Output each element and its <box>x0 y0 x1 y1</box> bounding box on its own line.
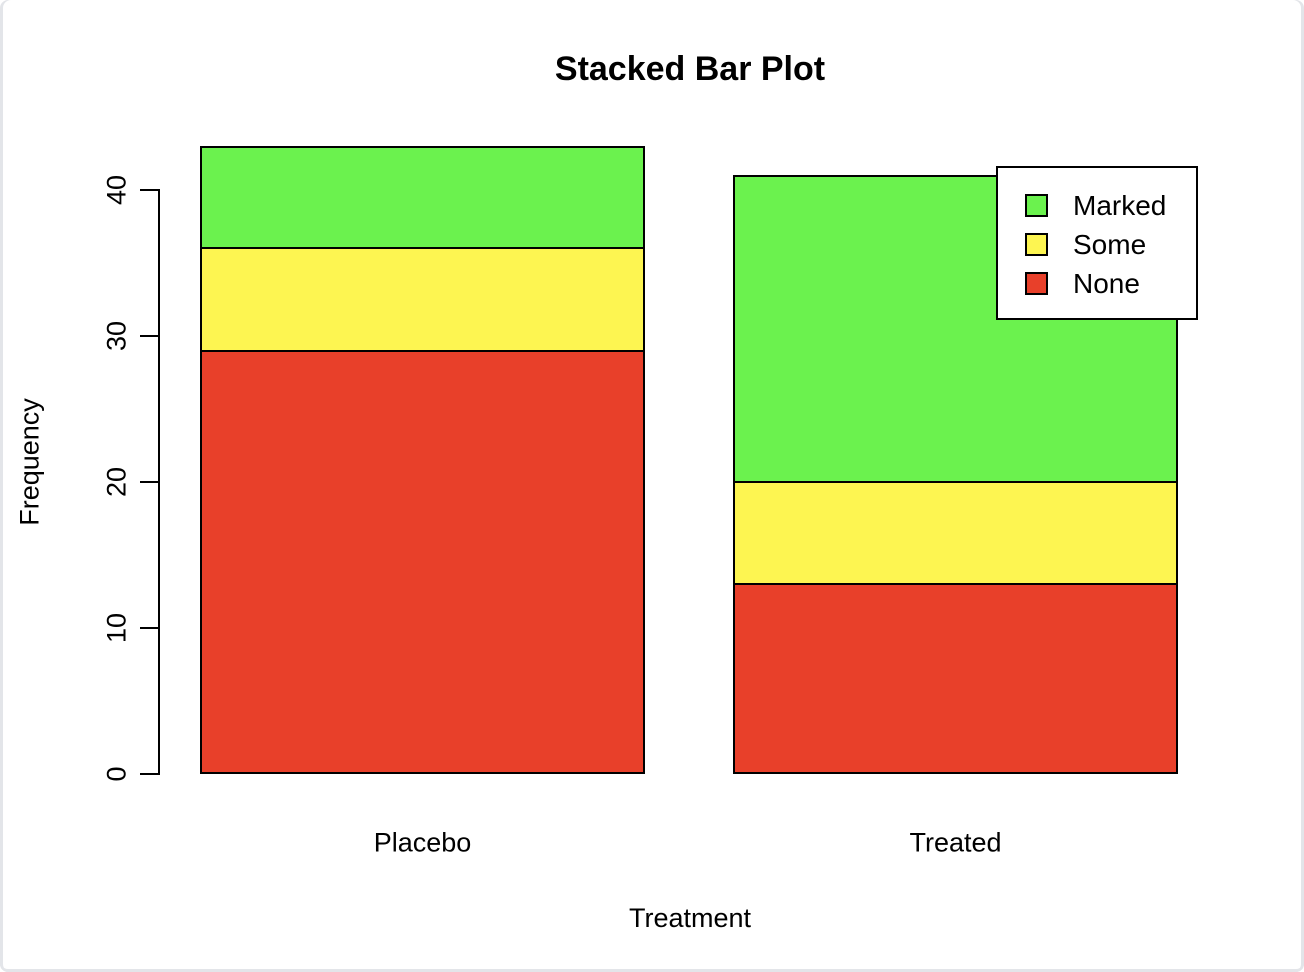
legend-label-none: None <box>1073 267 1140 299</box>
legend-item-marked: Marked <box>998 186 1196 225</box>
bar-segment-placebo-some <box>200 248 645 351</box>
y-axis-tick-label: 30 <box>101 320 132 352</box>
bar-outline-placebo <box>200 146 645 774</box>
y-axis-tick <box>140 189 158 191</box>
legend-swatch-none <box>1025 272 1048 295</box>
bar-segment-divider <box>733 583 1178 586</box>
y-axis-tick <box>140 335 158 337</box>
legend-item-some: Some <box>998 225 1196 264</box>
legend-label-marked: Marked <box>1073 189 1167 221</box>
y-axis-title: Frequency <box>14 398 45 526</box>
chart-title: Stacked Bar Plot <box>554 50 826 88</box>
y-axis-tick <box>140 627 158 629</box>
legend-item-none: None <box>998 264 1196 303</box>
legend-label-some: Some <box>1073 228 1147 260</box>
y-axis-tick <box>140 773 158 775</box>
y-axis-tick-label: 20 <box>101 466 132 498</box>
y-axis-tick-label: 40 <box>101 174 132 206</box>
legend: Marked Some None <box>996 166 1198 320</box>
x-axis-title: Treatment <box>628 903 752 933</box>
y-axis-line <box>158 189 160 775</box>
bar-segment-divider <box>200 349 645 352</box>
bar-segment-divider <box>200 247 645 250</box>
bar-segment-divider <box>733 481 1178 483</box>
y-axis-tick-label: 10 <box>101 612 132 644</box>
legend-swatch-marked <box>1025 194 1048 217</box>
bar-segment-treated-some <box>733 482 1178 585</box>
bar-segment-placebo-marked <box>200 146 645 249</box>
bar-segment-placebo-none <box>200 350 645 774</box>
y-axis-tick <box>140 481 158 483</box>
bar-segment-treated-none <box>733 584 1178 774</box>
x-category-label-placebo: Placebo <box>373 827 472 858</box>
y-axis-tick-label: 0 <box>101 766 132 782</box>
x-category-label-treated: Treated <box>909 827 1002 858</box>
bar-outline-treated <box>733 175 1178 774</box>
legend-swatch-some <box>1025 233 1048 256</box>
